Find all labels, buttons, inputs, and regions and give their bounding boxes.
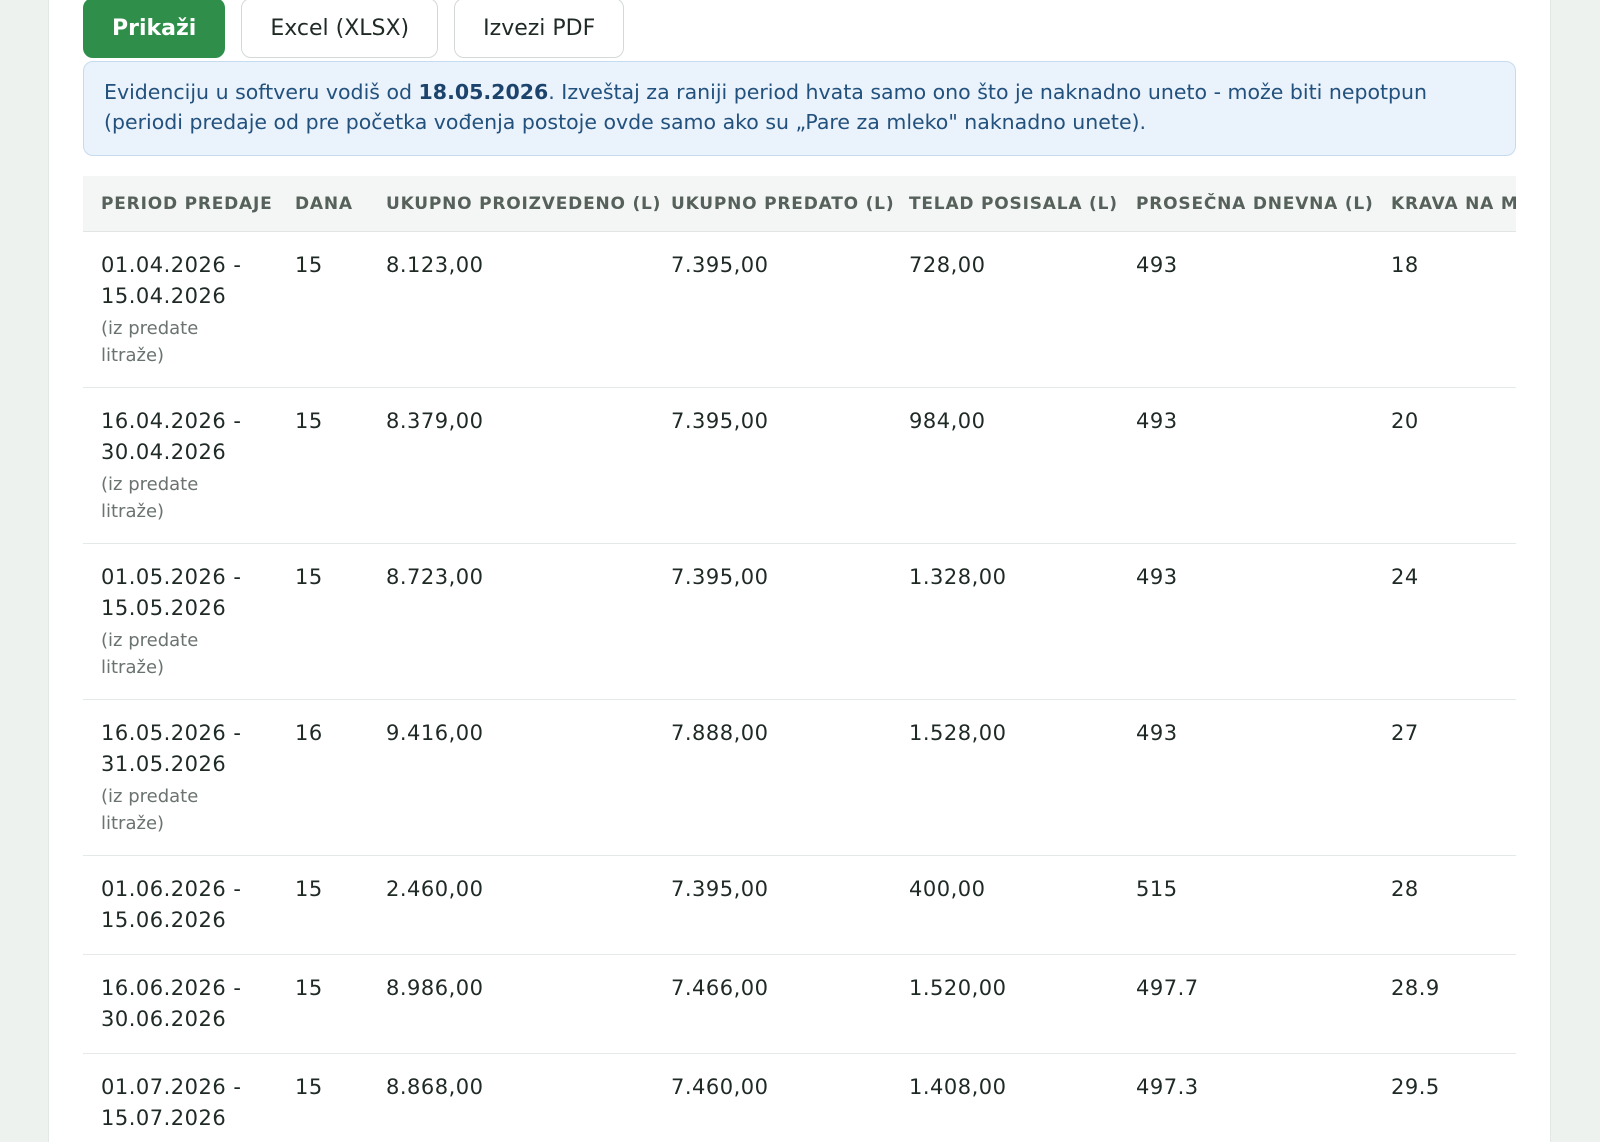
table-wrap: PERIOD PREDAJE DANA UKUPNO PROIZVEDENO (L)… (83, 176, 1516, 1142)
cell: 1.408,00 (909, 1053, 1136, 1142)
period-cell: 16.04.2026 - 30.04.2026 (iz predate litra… (83, 387, 295, 544)
period: 01.05.2026 - 15.05.2026 (101, 565, 242, 620)
cell: 8.986,00 (386, 954, 671, 1054)
cell: 15 (295, 387, 386, 544)
period: 16.04.2026 - 30.04.2026 (101, 409, 242, 464)
cell: 984,00 (909, 387, 1136, 544)
table-row: 16.05.2026 - 31.05.2026 (iz predate litra… (83, 699, 1516, 856)
period: 01.06.2026 - 15.06.2026 (101, 877, 242, 932)
column-header: UKUPNO PREDATO (L) (671, 176, 909, 232)
cell: 28 (1391, 855, 1516, 955)
cell: 18 (1391, 231, 1516, 388)
cell: 8.379,00 (386, 387, 671, 544)
cell: 400,00 (909, 855, 1136, 955)
period-cell: 01.06.2026 - 15.06.2026 (83, 855, 295, 955)
table-row: 01.04.2026 - 15.04.2026 (iz predate litra… (83, 231, 1516, 388)
period-note: (iz predate litraže) (101, 318, 199, 366)
notice-date: 18.05.2026 (418, 80, 549, 104)
period-cell: 01.07.2026 - 15.07.2026 (83, 1053, 295, 1142)
cell: 8.123,00 (386, 231, 671, 388)
table-row: 01.05.2026 - 15.05.2026 (iz predate litra… (83, 543, 1516, 700)
cell: 728,00 (909, 231, 1136, 388)
column-header: TELAD POSISALA (L) (909, 176, 1136, 232)
period-note: (iz predate litraže) (101, 474, 199, 522)
cell: 1.520,00 (909, 954, 1136, 1054)
cell: 7.460,00 (671, 1053, 909, 1142)
cell: 515 (1136, 855, 1391, 955)
column-header: UKUPNO PROIZVEDENO (L) (386, 176, 671, 232)
cell: 8.723,00 (386, 543, 671, 700)
period-cell: 01.04.2026 - 15.04.2026 (iz predate litra… (83, 231, 295, 388)
show-button[interactable]: Prikaži (83, 0, 226, 58)
cell: 27 (1391, 699, 1516, 856)
column-header: PERIOD PREDAJE (83, 176, 295, 232)
cell: 2.460,00 (386, 855, 671, 955)
cell: 15 (295, 231, 386, 388)
cell: 1.328,00 (909, 543, 1136, 700)
cell: 15 (295, 954, 386, 1054)
cell: 15 (295, 1053, 386, 1142)
period: 16.05.2026 - 31.05.2026 (101, 721, 242, 776)
cell: 493 (1136, 231, 1391, 388)
cell: 8.868,00 (386, 1053, 671, 1142)
column-header: PROSEČNA DNEVNA (L) (1136, 176, 1391, 232)
period-cell: 16.06.2026 - 30.06.2026 (83, 954, 295, 1054)
table-row: 16.06.2026 - 30.06.2026 15 8.986,00 7.466,0… (83, 954, 1516, 1054)
period-cell: 01.05.2026 - 15.05.2026 (iz predate litra… (83, 543, 295, 700)
table-row: 01.07.2026 - 15.07.2026 15 8.868,00 7.460,0… (83, 1053, 1516, 1142)
period: 16.06.2026 - 30.06.2026 (101, 976, 242, 1031)
card: Prikaži Excel (XLSX) Izvezi PDF Evidenci… (48, 0, 1551, 1142)
notice-text: Evidenciju u softveru vodiš od (104, 80, 413, 104)
excel-button[interactable]: Excel (XLSX) (241, 0, 439, 58)
cell: 497.7 (1136, 954, 1391, 1054)
toolbar: Prikaži Excel (XLSX) Izvezi PDF (83, 0, 625, 58)
notice-text: . Izveštaj za raniji period hvata samo o… (104, 80, 1428, 134)
period-note: (iz predate litraže) (101, 630, 199, 678)
cell: 29.5 (1391, 1053, 1516, 1142)
cell: 497.3 (1136, 1053, 1391, 1142)
pdf-button[interactable]: Izvezi PDF (454, 0, 625, 58)
cell: 9.416,00 (386, 699, 671, 856)
report-table: PERIOD PREDAJE DANA UKUPNO PROIZVEDENO (L)… (83, 176, 1516, 1142)
cell: 493 (1136, 543, 1391, 700)
column-header: DANA (295, 176, 386, 232)
cell: 7.888,00 (671, 699, 909, 856)
header-row: PERIOD PREDAJE DANA UKUPNO PROIZVEDENO (L)… (83, 176, 1516, 232)
table-row: 01.06.2026 - 15.06.2026 15 2.460,00 7.395,0… (83, 855, 1516, 955)
period: 01.04.2026 - 15.04.2026 (101, 253, 242, 308)
cell: 493 (1136, 387, 1391, 544)
cell: 1.528,00 (909, 699, 1136, 856)
cell: 7.395,00 (671, 543, 909, 700)
table-body: 01.04.2026 - 15.04.2026 (iz predate litra… (83, 231, 1516, 1142)
cell: 24 (1391, 543, 1516, 700)
notice: Evidenciju u softveru vodiš od 18.05.202… (83, 61, 1516, 156)
cell: 15 (295, 855, 386, 955)
column-header: KRAVA NA MU (1391, 176, 1516, 232)
cell: 16 (295, 699, 386, 856)
cell: 28.9 (1391, 954, 1516, 1054)
period: 01.07.2026 - 15.07.2026 (101, 1075, 242, 1130)
cell: 7.395,00 (671, 855, 909, 955)
cell: 20 (1391, 387, 1516, 544)
cell: 7.466,00 (671, 954, 909, 1054)
period-note: (iz predate litraže) (101, 786, 199, 834)
period-cell: 16.05.2026 - 31.05.2026 (iz predate litra… (83, 699, 295, 856)
cell: 493 (1136, 699, 1391, 856)
cell: 15 (295, 543, 386, 700)
cell: 7.395,00 (671, 387, 909, 544)
table-row: 16.04.2026 - 30.04.2026 (iz predate litra… (83, 387, 1516, 544)
cell: 7.395,00 (671, 231, 909, 388)
